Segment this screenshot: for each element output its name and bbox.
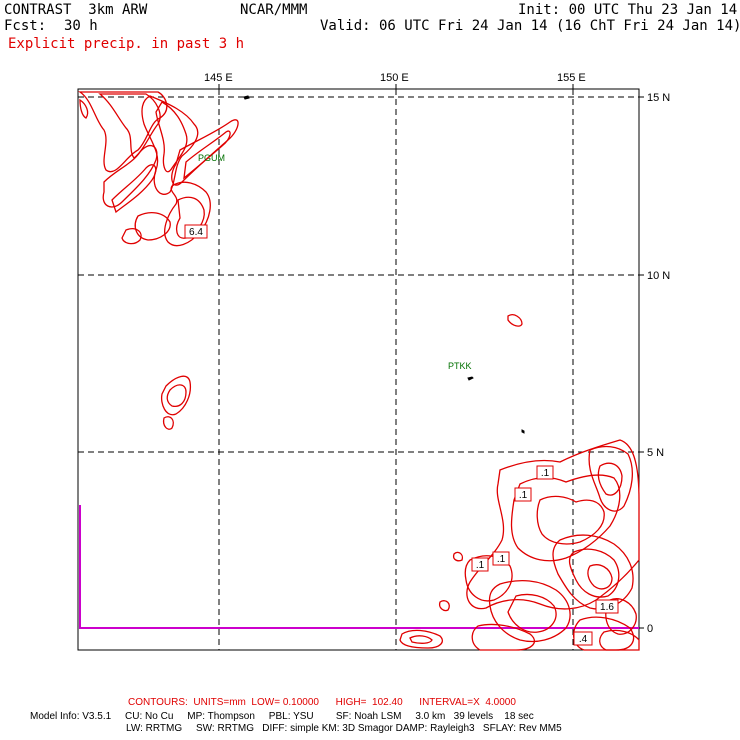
contour-label: .1 <box>541 468 550 479</box>
valid-time: Valid: 06 UTC Fri 24 Jan 14 (16 ChT Fri … <box>320 18 740 34</box>
model-title: CONTRAST 3km ARW <box>4 2 148 18</box>
lat-label-equator: 0 <box>647 623 653 635</box>
contour-label: .4 <box>579 634 588 645</box>
model-info-line-2: LW: RRTMG SW: RRTMG DIFF: simple KM: 3D … <box>126 723 562 734</box>
axis-ticks <box>218 84 644 629</box>
lat-label-5n: 5 N <box>647 447 664 459</box>
contour-label: .1 <box>519 490 528 501</box>
contour-labels: 6.4 .1 .1 .1 .1 1.6 .4 <box>184 224 619 646</box>
precip-contours <box>77 91 640 651</box>
lon-label-150e: 150 E <box>380 72 409 84</box>
station-label-ptkk: PTKK <box>448 361 472 371</box>
lon-label-145e: 145 E <box>204 72 233 84</box>
contour-label: 1.6 <box>600 602 614 613</box>
init-time: Init: 00 UTC Thu 23 Jan 14 <box>518 2 738 18</box>
center-label: NCAR/MMM <box>240 2 308 18</box>
lat-lon-grid <box>78 89 639 650</box>
contour-label: .1 <box>497 554 506 565</box>
map-frame <box>77 88 640 651</box>
lon-label-155e: 155 E <box>557 72 586 84</box>
lat-label-10n: 10 N <box>647 270 670 282</box>
forecast-hour: 30 h <box>64 18 98 34</box>
forecast-label: Fcst: <box>4 18 47 34</box>
domain-boundary <box>79 505 639 629</box>
coastline-specks <box>243 95 525 434</box>
contour-label: .1 <box>476 560 485 571</box>
contour-label: 6.4 <box>189 227 203 238</box>
model-info-line-1: Model Info: V3.5.1 CU: No Cu MP: Thompso… <box>30 711 534 722</box>
contours-info: CONTOURS: UNITS=mm LOW= 0.10000 HIGH= 10… <box>128 697 516 708</box>
lat-label-15n: 15 N <box>647 92 670 104</box>
field-title: Explicit precip. in past 3 h <box>8 36 245 52</box>
station-label-pgum: PGUM <box>198 153 225 163</box>
